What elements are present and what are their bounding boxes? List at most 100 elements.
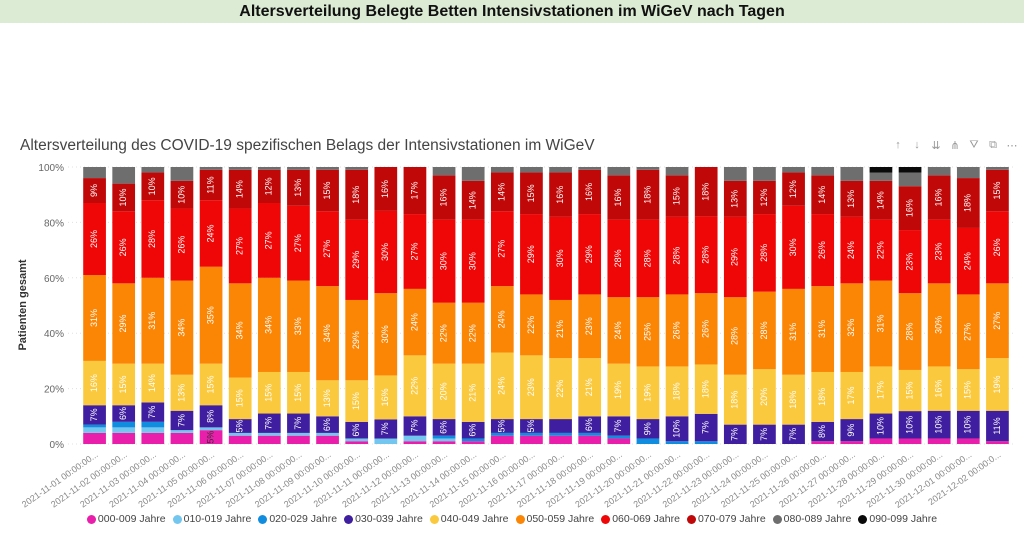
legend-item[interactable]: 010-019 Jahre (172, 513, 251, 525)
more-options-icon[interactable]: ⋯ (1006, 140, 1018, 152)
bar-segment[interactable] (578, 358, 602, 417)
bar-segment[interactable] (170, 410, 194, 431)
bar-segment[interactable] (170, 180, 194, 209)
bar-segment[interactable] (228, 435, 252, 444)
legend-item[interactable]: 050-059 Jahre (515, 513, 594, 525)
bar-segment[interactable] (461, 421, 485, 439)
bar-segment[interactable] (520, 432, 543, 436)
bar-segment[interactable] (490, 211, 514, 287)
bar-segment[interactable] (345, 438, 369, 442)
bar-segment[interactable] (432, 167, 456, 176)
bar-segment[interactable] (257, 435, 281, 444)
bar-segment[interactable] (257, 203, 281, 278)
bar-segment[interactable] (578, 294, 602, 359)
bar-segment[interactable] (141, 200, 165, 278)
bar-segment[interactable] (112, 211, 136, 284)
bar-segment[interactable] (345, 219, 369, 300)
bar-segment[interactable] (374, 375, 398, 420)
bar-segment[interactable] (461, 167, 485, 181)
bar-segment[interactable] (927, 366, 951, 411)
bar-segment[interactable] (636, 167, 660, 170)
bar-segment[interactable] (986, 441, 1009, 444)
bar-segment[interactable] (141, 421, 165, 428)
bar-segment[interactable] (112, 405, 136, 422)
bar-segment[interactable] (199, 363, 223, 406)
bar-segment[interactable] (986, 358, 1009, 411)
bar-segment[interactable] (374, 167, 398, 211)
bar-segment[interactable] (199, 200, 223, 267)
bar-segment[interactable] (199, 266, 223, 364)
bar-segment[interactable] (374, 293, 398, 376)
bar-segment[interactable] (228, 377, 252, 420)
bar-segment[interactable] (927, 283, 951, 367)
bar-segment[interactable] (287, 205, 310, 281)
bar-segment[interactable] (549, 172, 572, 217)
bar-segment[interactable] (257, 371, 281, 414)
bar-segment[interactable] (316, 169, 339, 212)
bar-segment[interactable] (840, 441, 864, 444)
bar-segment[interactable] (141, 277, 165, 364)
bar-segment[interactable] (723, 297, 747, 375)
bar-segment[interactable] (403, 214, 427, 289)
bar-segment[interactable] (432, 438, 456, 442)
bar-segment[interactable] (432, 363, 456, 420)
bar-segment[interactable] (199, 405, 223, 428)
bar-segment[interactable] (316, 380, 339, 417)
bar-segment[interactable] (374, 438, 398, 444)
bar-segment[interactable] (83, 203, 106, 276)
bar-segment[interactable] (723, 424, 747, 444)
legend-item[interactable]: 070-079 Jahre (686, 513, 766, 525)
bar-segment[interactable] (549, 435, 572, 444)
bar-segment[interactable] (665, 175, 689, 217)
bar-segment[interactable] (986, 283, 1009, 359)
bar-segment[interactable] (403, 355, 427, 417)
bar-segment[interactable] (83, 360, 106, 406)
bar-segment[interactable] (287, 435, 310, 444)
bar-segment[interactable] (403, 416, 427, 436)
bar-segment[interactable] (287, 280, 310, 372)
bar-segment[interactable] (578, 169, 602, 215)
bar-segment[interactable] (170, 167, 194, 181)
bar-segment[interactable] (956, 369, 980, 411)
bar-segment[interactable] (665, 441, 689, 444)
bar-segment[interactable] (461, 180, 485, 220)
bar-segment[interactable] (228, 169, 252, 209)
legend-item[interactable]: 060-069 Jahre (601, 513, 680, 525)
bar-segment[interactable] (956, 178, 980, 228)
bar-segment[interactable] (578, 435, 602, 444)
bar-segment[interactable] (607, 438, 631, 444)
bar-segment[interactable] (461, 438, 485, 442)
bar-segment[interactable] (257, 169, 281, 204)
bar-segment[interactable] (461, 441, 485, 444)
bar-segment[interactable] (257, 413, 281, 433)
bar-segment[interactable] (549, 167, 572, 173)
bar-segment[interactable] (316, 416, 339, 433)
bar-segment[interactable] (141, 402, 165, 422)
bar-segment[interactable] (403, 441, 427, 444)
bar-segment[interactable] (898, 293, 922, 370)
bar-segment[interactable] (578, 214, 602, 295)
bar-segment[interactable] (141, 167, 165, 173)
bar-segment[interactable] (694, 216, 718, 294)
bar-segment[interactable] (694, 364, 718, 414)
bar-segment[interactable] (869, 413, 893, 439)
bar-segment[interactable] (723, 216, 747, 298)
bar-segment[interactable] (112, 283, 136, 364)
bar-segment[interactable] (287, 371, 310, 414)
bar-segment[interactable] (898, 167, 922, 173)
sort-down-icon[interactable]: ↓ (914, 139, 920, 151)
bar-segment[interactable] (927, 410, 951, 439)
bar-segment[interactable] (753, 167, 776, 181)
bar-segment[interactable] (753, 180, 776, 215)
bar-segment[interactable] (461, 302, 485, 364)
bar-segment[interactable] (374, 419, 398, 439)
bar-segment[interactable] (782, 172, 805, 206)
bar-segment[interactable] (723, 180, 747, 217)
expand-all-icon[interactable]: ⇊ (931, 140, 941, 152)
bar-segment[interactable] (840, 216, 864, 284)
bar-segment[interactable] (403, 435, 427, 442)
bar-segment[interactable] (112, 183, 136, 212)
legend-item[interactable]: 020-029 Jahre (258, 513, 337, 525)
bar-segment[interactable] (956, 410, 980, 439)
bar-segment[interactable] (811, 214, 835, 287)
